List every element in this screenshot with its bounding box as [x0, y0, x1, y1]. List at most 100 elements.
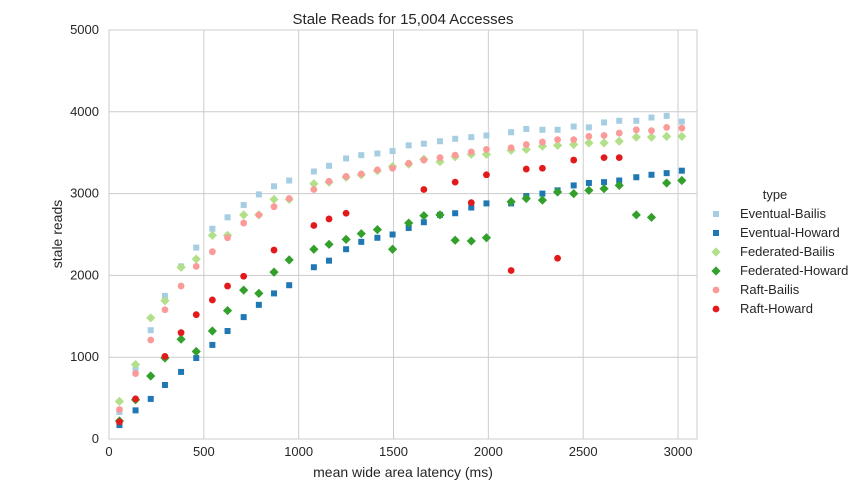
data-point	[240, 219, 248, 227]
data-point	[192, 263, 200, 270]
data-point	[209, 225, 216, 232]
data-point	[569, 139, 579, 150]
data-point	[633, 174, 640, 181]
data-point	[452, 135, 459, 142]
data-point	[176, 334, 186, 344]
data-point	[160, 296, 170, 306]
data-point	[466, 236, 476, 246]
data-point	[255, 211, 263, 219]
data-point	[269, 194, 279, 204]
legend-marker	[713, 211, 719, 217]
data-point	[161, 382, 168, 389]
data-point	[255, 301, 262, 308]
data-point	[326, 257, 333, 264]
data-point	[271, 290, 278, 297]
data-point	[631, 210, 641, 220]
data-point	[207, 326, 217, 336]
data-point	[570, 156, 578, 164]
data-point	[420, 186, 428, 193]
data-point	[132, 395, 139, 403]
data-point	[310, 264, 317, 271]
data-point	[325, 215, 333, 223]
data-point	[341, 234, 351, 245]
data-point	[633, 117, 640, 124]
data-point	[116, 418, 123, 426]
data-point	[539, 190, 546, 197]
data-point	[389, 164, 396, 172]
data-point	[419, 211, 429, 221]
data-point	[207, 230, 217, 240]
data-point	[452, 210, 459, 217]
data-point	[663, 123, 671, 131]
data-point	[374, 234, 381, 241]
data-point	[539, 164, 546, 172]
x-tick-label: 2000	[474, 444, 503, 459]
data-point	[420, 219, 427, 226]
data-point	[254, 288, 264, 298]
data-point	[678, 167, 685, 174]
data-point	[554, 136, 561, 144]
data-point	[208, 248, 216, 256]
legend-marker	[711, 266, 721, 276]
data-point	[132, 370, 139, 377]
data-point	[522, 165, 530, 173]
data-point	[286, 177, 293, 184]
data-point	[420, 156, 428, 164]
data-point	[483, 171, 490, 179]
data-point	[599, 138, 609, 148]
x-tick-label: 1000	[284, 444, 313, 459]
data-point	[286, 282, 293, 289]
data-point	[631, 132, 641, 142]
legend-label: Eventual-Howard	[740, 225, 840, 240]
data-point	[373, 166, 381, 174]
data-point	[309, 244, 319, 254]
data-point	[552, 140, 563, 150]
tick-labels: 0 500 1000 1500 2000 2500 3000 0 1000 2000 3000 400…	[70, 22, 692, 459]
data-point	[483, 146, 490, 153]
data-point	[600, 154, 608, 162]
y-tick-label: 5000	[70, 22, 99, 37]
data-point	[523, 125, 530, 132]
chart-title: Stale Reads for 15,004 Accesses	[293, 11, 514, 28]
data-point	[468, 204, 475, 211]
data-point	[585, 179, 592, 186]
data-point	[615, 129, 623, 137]
data-point	[147, 327, 154, 334]
data-point	[176, 262, 186, 272]
data-point	[554, 126, 561, 133]
data-point	[310, 186, 318, 193]
series-raft-bailis	[116, 123, 686, 413]
data-point	[450, 235, 460, 245]
data-point	[209, 341, 216, 348]
data-point	[343, 246, 350, 253]
data-point	[584, 185, 594, 195]
legend-label: Federated-Howard	[740, 263, 848, 278]
data-point	[404, 218, 414, 228]
data-point	[177, 329, 185, 337]
legend-label: Raft-Bailis	[740, 282, 800, 297]
data-point	[601, 179, 608, 186]
data-point	[678, 118, 685, 125]
data-point	[178, 368, 185, 375]
legend-marker	[712, 305, 720, 313]
data-point	[616, 177, 623, 184]
data-point	[161, 306, 169, 314]
data-point	[420, 140, 427, 147]
data-point	[269, 267, 279, 277]
y-tick-label: 4000	[70, 104, 99, 119]
legend-marker	[712, 286, 720, 294]
data-point	[552, 187, 563, 197]
data-point	[507, 144, 515, 152]
data-point	[601, 119, 608, 126]
data-point	[600, 132, 608, 139]
data-point	[436, 138, 443, 145]
x-tick-label: 0	[105, 444, 112, 459]
legend-marker	[711, 247, 721, 257]
data-point	[343, 155, 350, 162]
data-point	[114, 396, 125, 406]
data-point	[239, 285, 249, 295]
data-points	[114, 112, 687, 429]
data-point	[358, 238, 365, 245]
data-point	[240, 202, 247, 209]
data-point	[521, 193, 531, 204]
